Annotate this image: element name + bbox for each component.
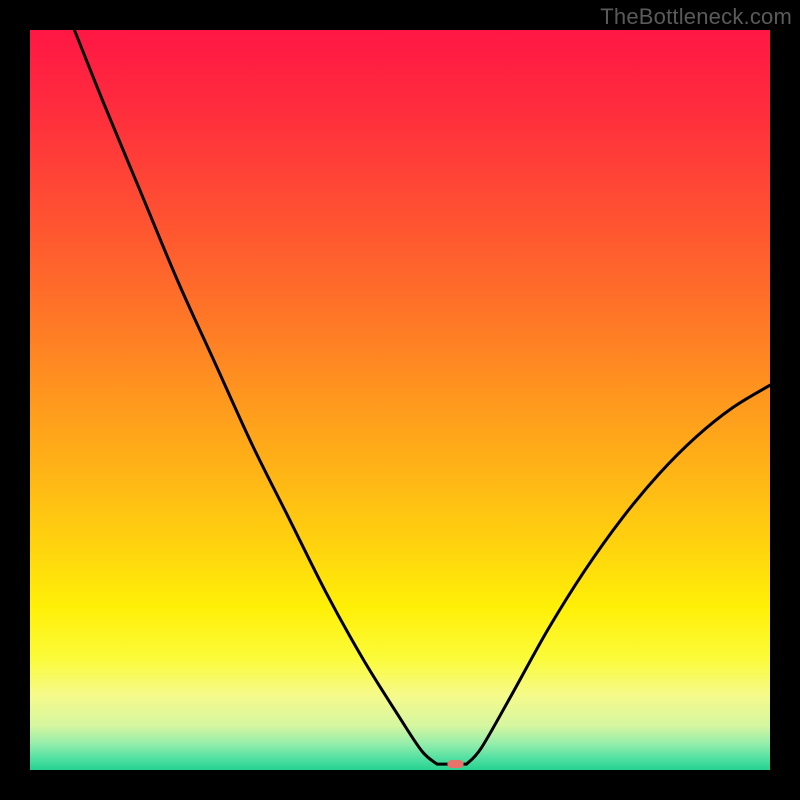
chart-stage: TheBottleneck.com	[0, 0, 800, 800]
optimal-marker	[447, 760, 463, 768]
plot-background	[30, 30, 770, 770]
bottleneck-chart-svg	[0, 0, 800, 800]
watermark-text: TheBottleneck.com	[600, 4, 792, 30]
